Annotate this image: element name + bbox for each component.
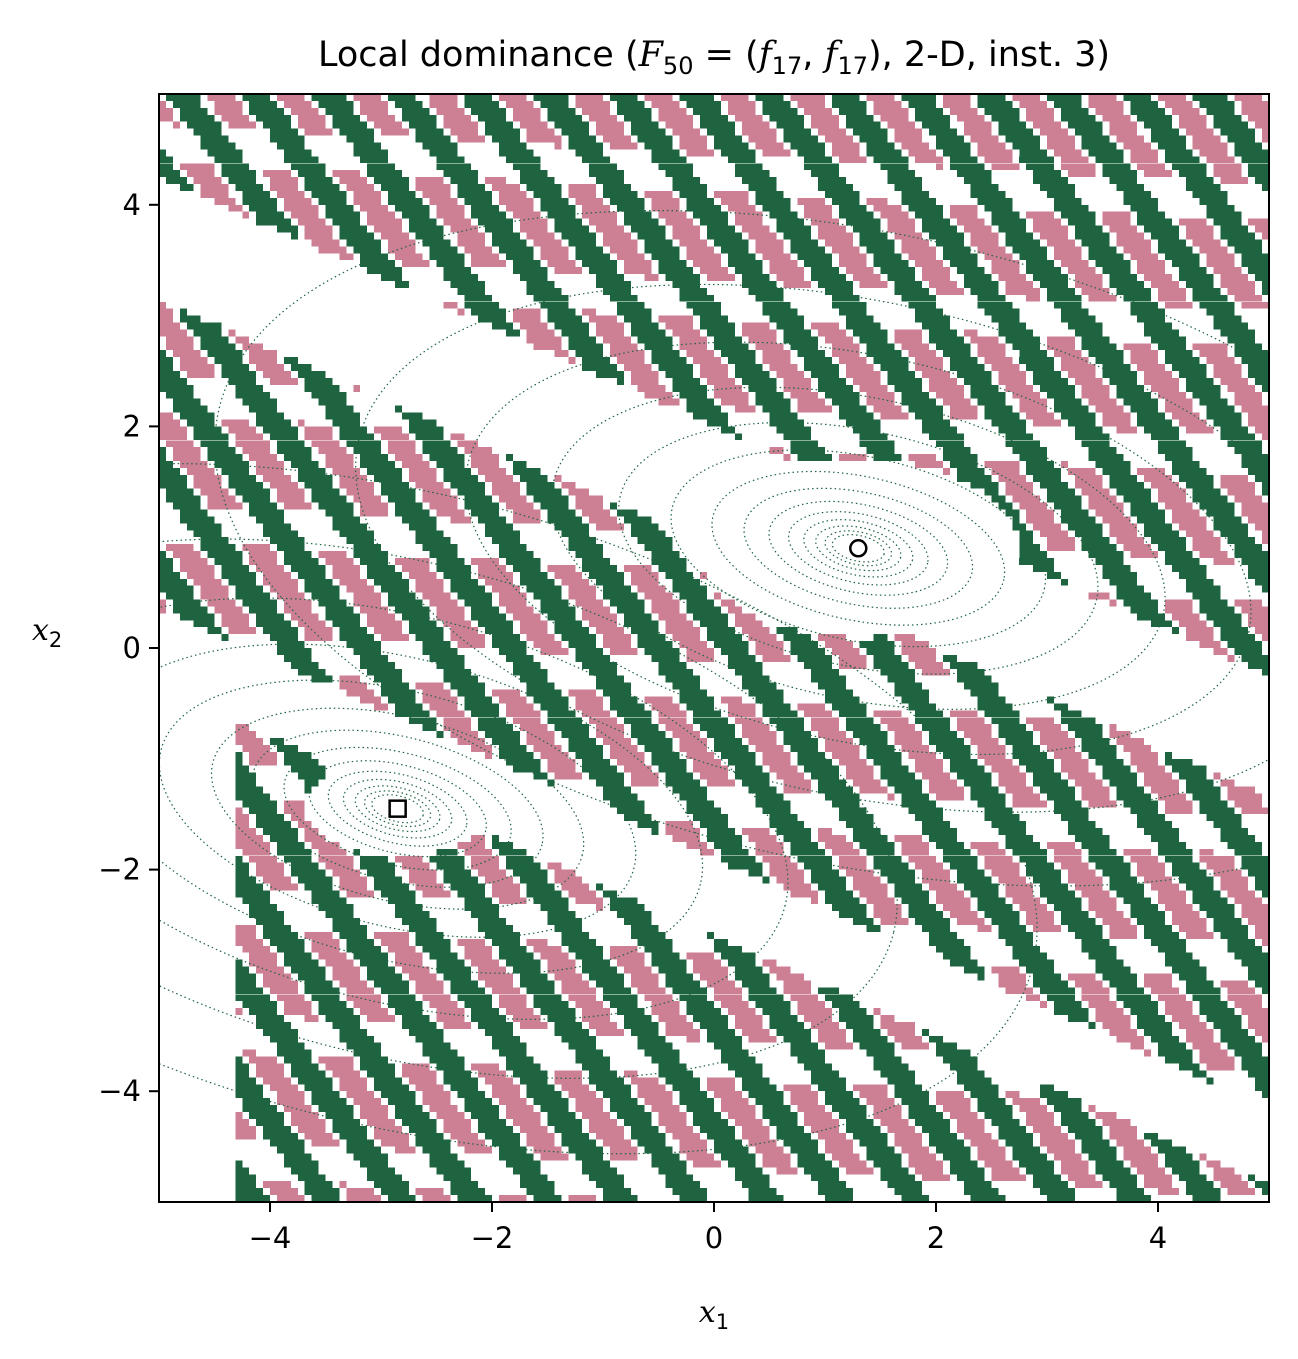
x-axis-ticks: −4 −2 0 2 4	[249, 1202, 1167, 1255]
contour-line	[214, 209, 1269, 887]
contour-line	[159, 643, 704, 974]
contour-line	[363, 790, 432, 828]
optimum-circle-marker	[849, 539, 868, 558]
y-axis-ticks: −4 −2 0 2 4	[98, 188, 159, 1108]
contour-line	[464, 341, 1252, 756]
contour-line	[159, 597, 789, 1020]
y-tick-label: −2	[98, 853, 141, 887]
x-tick-label: 2	[927, 1221, 945, 1255]
x-tick-label: −2	[471, 1221, 514, 1255]
heatmap-green-cells	[159, 94, 1269, 1202]
plot-area	[159, 94, 1269, 1202]
y-tick-label: 4	[123, 188, 141, 222]
contour-line	[824, 530, 893, 567]
heatmap-pink-cells	[159, 94, 1269, 1202]
contour-line	[618, 421, 1099, 675]
contour-line	[743, 487, 974, 609]
contour-line	[327, 770, 468, 847]
chart-title: Local dominance (F50 = (f17, f17), 2-D, …	[318, 35, 1110, 80]
heatmap-pink-region	[159, 94, 1269, 1202]
contour-line	[670, 449, 1047, 648]
y-tick-label: −4	[98, 1074, 141, 1108]
contour-line	[159, 538, 898, 1079]
contour-line	[831, 534, 885, 563]
x-tick-label: −4	[249, 1221, 292, 1255]
contour-line	[371, 794, 425, 824]
y-tick-label: 2	[123, 409, 141, 443]
contour-line	[210, 707, 585, 910]
x-tick-label: 4	[1149, 1221, 1167, 1255]
x-tick-label: 0	[705, 1221, 723, 1255]
x-axis-label: x1	[699, 1295, 729, 1334]
y-tick-label: 0	[123, 631, 141, 665]
contour-line	[308, 760, 487, 858]
contour-line	[803, 519, 914, 578]
optima-markers	[388, 539, 868, 818]
contour-line	[342, 778, 453, 839]
y-axis-label: x2	[32, 613, 62, 652]
contour-line	[711, 470, 1006, 626]
contour-line	[815, 525, 902, 572]
contour-line	[355, 283, 1269, 813]
contour-line	[159, 463, 1038, 1155]
contour-line	[768, 500, 949, 596]
contour-line	[283, 746, 512, 871]
contour-line	[159, 679, 637, 938]
contour-line	[354, 785, 441, 833]
optimum-square-marker	[388, 799, 407, 818]
heatmap-green-region	[159, 94, 1269, 1202]
contour-line	[251, 729, 544, 888]
